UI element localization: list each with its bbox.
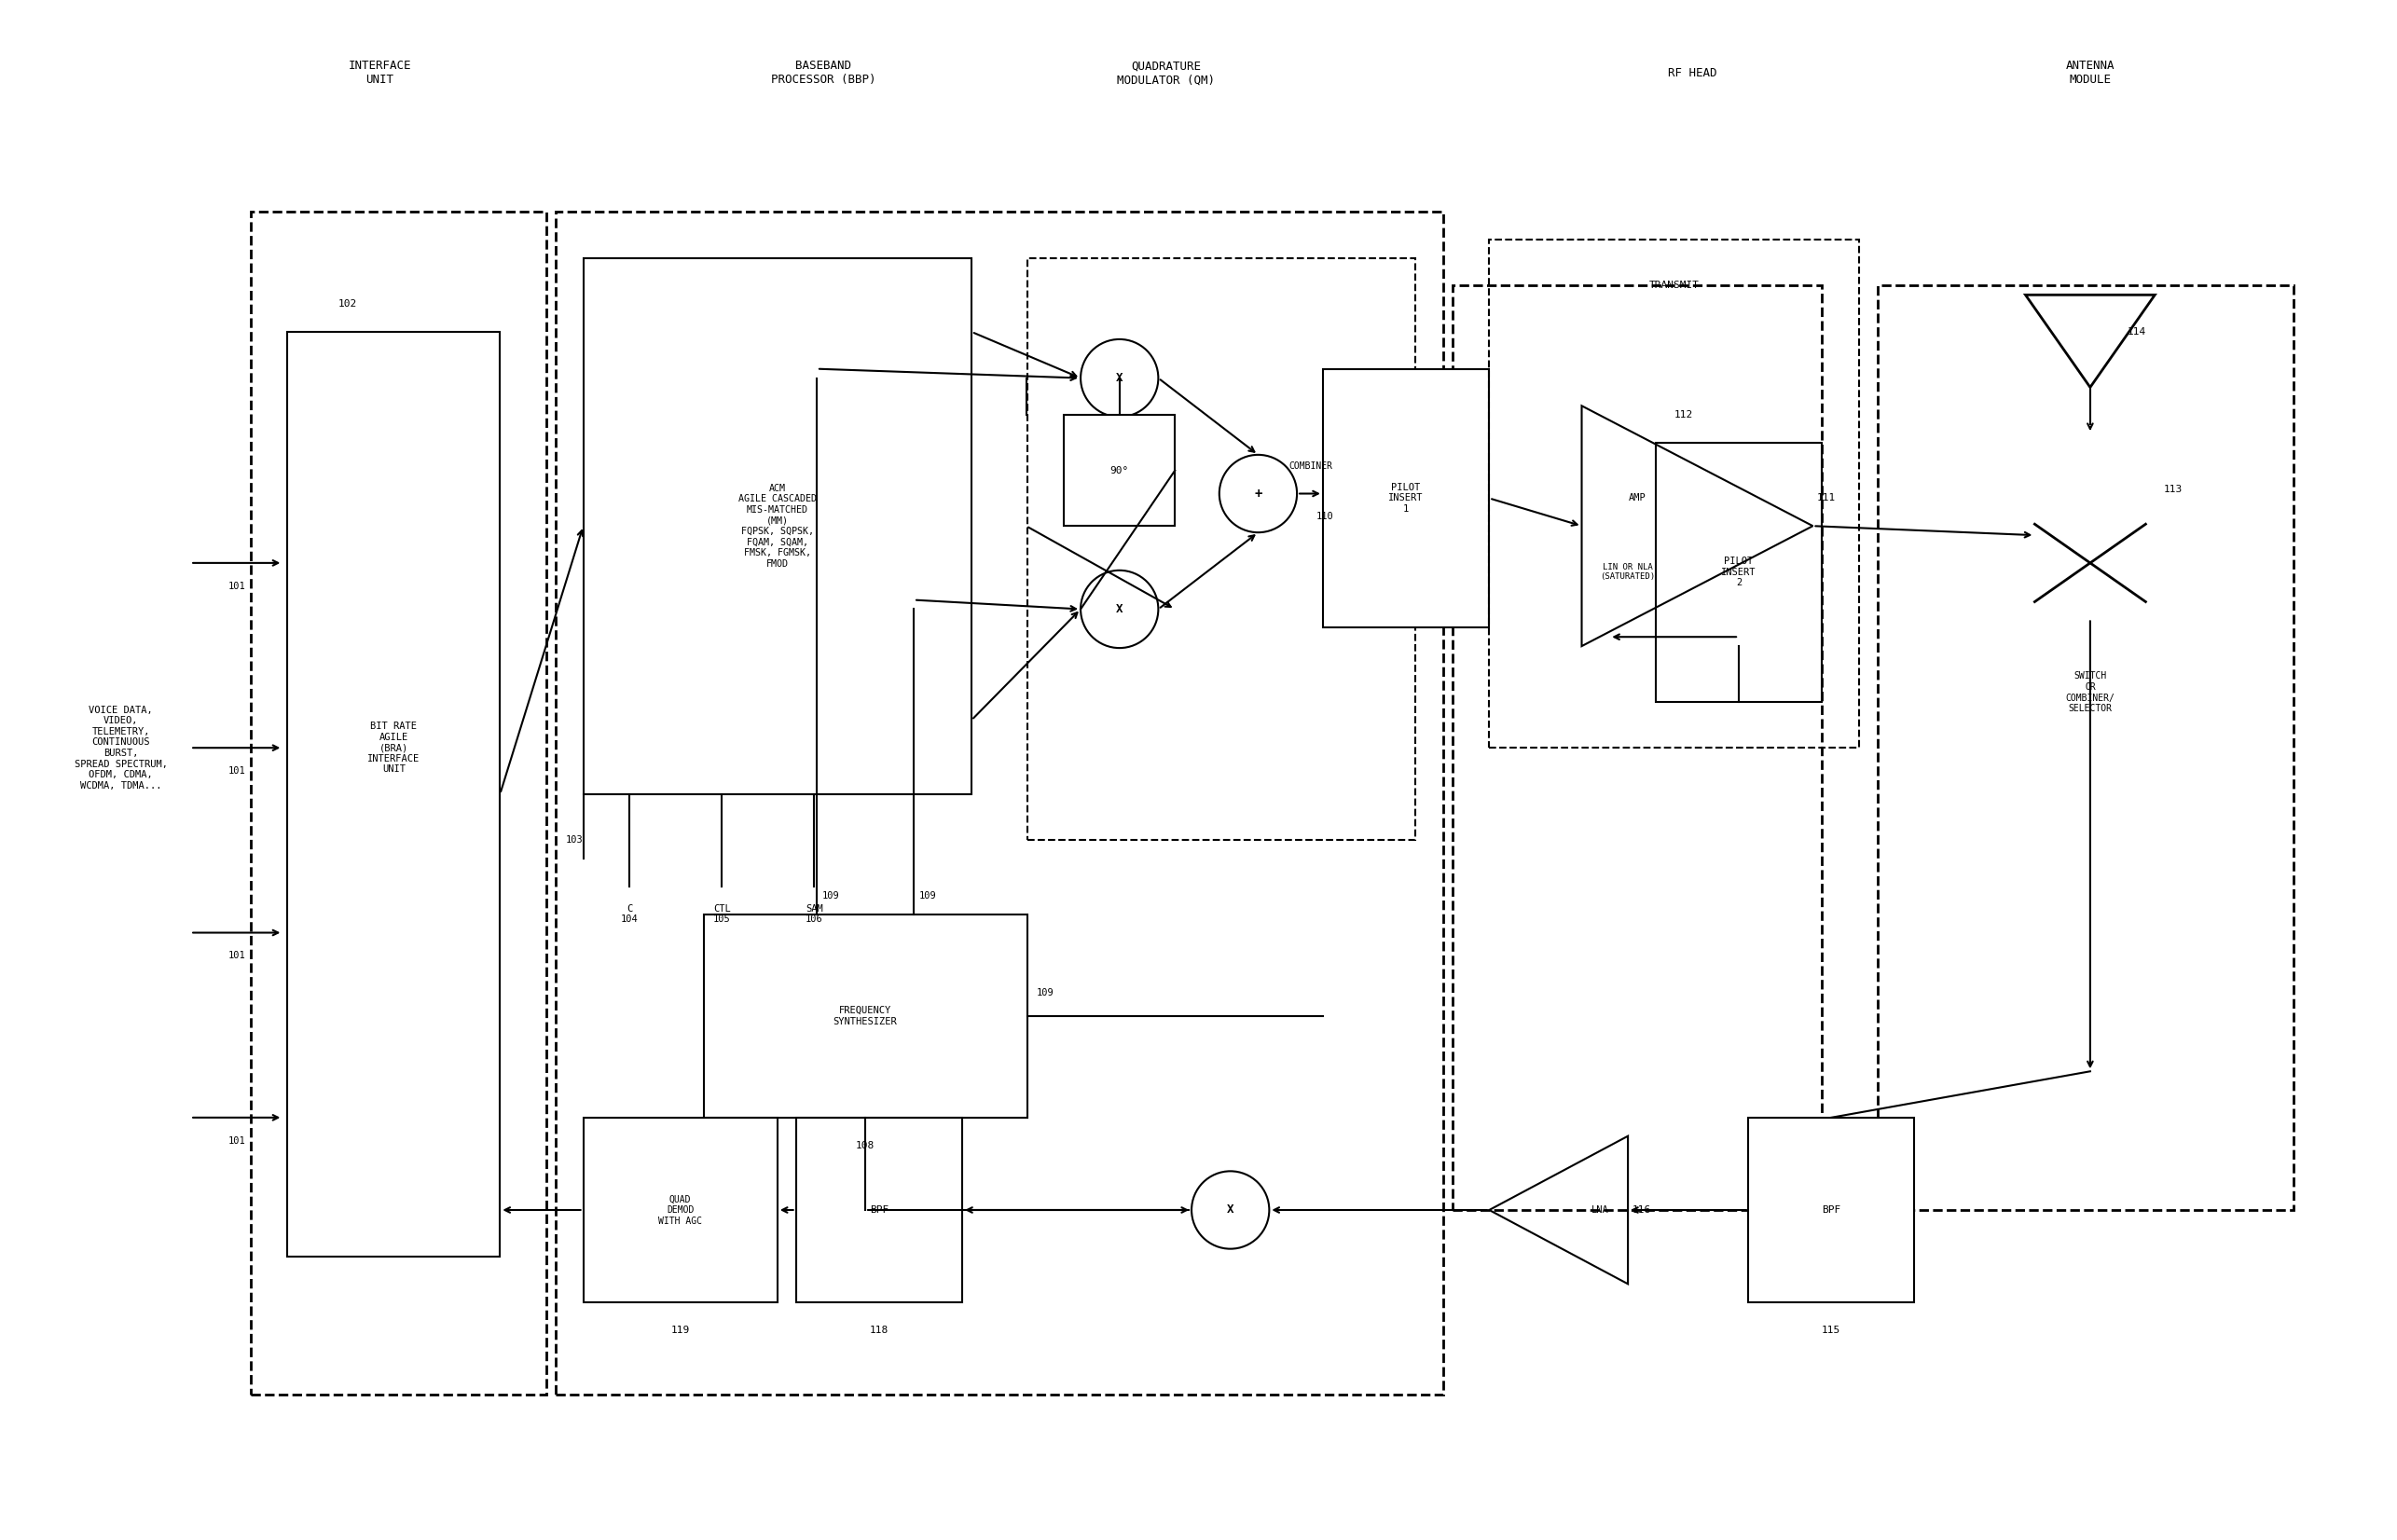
- Text: 119: 119: [671, 1326, 690, 1335]
- Text: RF HEAD: RF HEAD: [1668, 66, 1716, 79]
- Text: 109: 109: [918, 892, 937, 901]
- Bar: [556, 211, 1443, 1395]
- Circle shape: [1191, 1172, 1270, 1249]
- Text: 111: 111: [1817, 494, 1836, 504]
- Circle shape: [1220, 454, 1297, 533]
- Text: 113: 113: [2164, 485, 2184, 494]
- Text: LIN OR NLA
(SATURATED): LIN OR NLA (SATURATED): [1601, 564, 1656, 581]
- Text: ACM
AGILE CASCADED
MIS-MATCHED
(MM)
FQPSK, SQPSK,
FQAM, SQAM,
FMSK, FGMSK,
FMOD: ACM AGILE CASCADED MIS-MATCHED (MM) FQPS…: [738, 484, 817, 568]
- Bar: [1877, 285, 2294, 1210]
- Bar: [702, 915, 1026, 1118]
- Bar: [796, 1118, 961, 1303]
- Text: PILOT
INSERT
2: PILOT INSERT 2: [1721, 557, 1757, 588]
- Text: 114: 114: [2126, 326, 2145, 337]
- Text: 116: 116: [1632, 1206, 1652, 1215]
- Bar: [1323, 368, 1489, 628]
- Text: BASEBAND
PROCESSOR (BBP): BASEBAND PROCESSOR (BBP): [772, 60, 875, 86]
- Text: 109: 109: [1038, 989, 1055, 998]
- Text: LNA: LNA: [1592, 1206, 1608, 1215]
- Bar: [1747, 1118, 1915, 1303]
- Text: TRANSMIT: TRANSMIT: [1649, 280, 1699, 291]
- Text: VOICE DATA,
VIDEO,
TELEMETRY,
CONTINUOUS
BURST,
SPREAD SPECTRUM,
OFDM, CDMA,
WCD: VOICE DATA, VIDEO, TELEMETRY, CONTINUOUS…: [74, 705, 168, 790]
- Circle shape: [1081, 339, 1158, 417]
- Bar: [582, 257, 971, 795]
- Text: 115: 115: [1822, 1326, 1841, 1335]
- Text: AMP: AMP: [1628, 494, 1647, 504]
- Text: 101: 101: [228, 767, 244, 776]
- Text: C
104: C 104: [621, 904, 638, 924]
- Text: 90°: 90°: [1110, 465, 1129, 476]
- Text: 101: 101: [228, 952, 244, 961]
- Text: BPF: BPF: [1822, 1206, 1841, 1215]
- Text: COMBINER: COMBINER: [1290, 460, 1333, 471]
- Text: INTERFACE
UNIT: INTERFACE UNIT: [348, 60, 412, 86]
- Text: 108: 108: [856, 1141, 875, 1150]
- Text: ANTENNA
MODULE: ANTENNA MODULE: [2066, 60, 2114, 86]
- Bar: [1064, 416, 1175, 527]
- Text: X: X: [1227, 1204, 1234, 1217]
- Text: PILOT
INSERT
1: PILOT INSERT 1: [1388, 482, 1424, 514]
- Bar: [1656, 444, 1822, 702]
- Text: X: X: [1117, 604, 1122, 614]
- Text: SWITCH
OR
COMBINER/
SELECTOR: SWITCH OR COMBINER/ SELECTOR: [2066, 671, 2114, 713]
- Bar: [1026, 257, 1414, 841]
- Text: +: +: [1254, 487, 1263, 501]
- Bar: [1489, 239, 1860, 748]
- Circle shape: [1081, 570, 1158, 648]
- Text: 110: 110: [1316, 513, 1333, 522]
- Text: 101: 101: [228, 1137, 244, 1146]
- Text: QUADRATURE
MODULATOR (QM): QUADRATURE MODULATOR (QM): [1117, 60, 1215, 86]
- Text: 109: 109: [822, 892, 839, 901]
- Text: X: X: [1117, 373, 1122, 383]
- Text: FREQUENCY
SYNTHESIZER: FREQUENCY SYNTHESIZER: [834, 1006, 896, 1026]
- Text: 101: 101: [228, 582, 244, 591]
- Text: 102: 102: [338, 299, 357, 310]
- Text: 112: 112: [1673, 410, 1692, 420]
- Bar: [582, 1118, 777, 1303]
- Text: CTL
105: CTL 105: [714, 904, 731, 924]
- Text: BPF: BPF: [870, 1206, 889, 1215]
- Bar: [249, 211, 547, 1395]
- Text: QUAD
DEMOD
WITH AGC: QUAD DEMOD WITH AGC: [659, 1195, 702, 1226]
- Text: BIT RATE
AGILE
(BRA)
INTERFACE
UNIT: BIT RATE AGILE (BRA) INTERFACE UNIT: [367, 722, 419, 775]
- Text: 118: 118: [870, 1326, 889, 1335]
- Bar: [1453, 285, 1822, 1210]
- Text: 103: 103: [566, 836, 582, 845]
- Text: SAM
106: SAM 106: [805, 904, 822, 924]
- Bar: [288, 331, 501, 1257]
